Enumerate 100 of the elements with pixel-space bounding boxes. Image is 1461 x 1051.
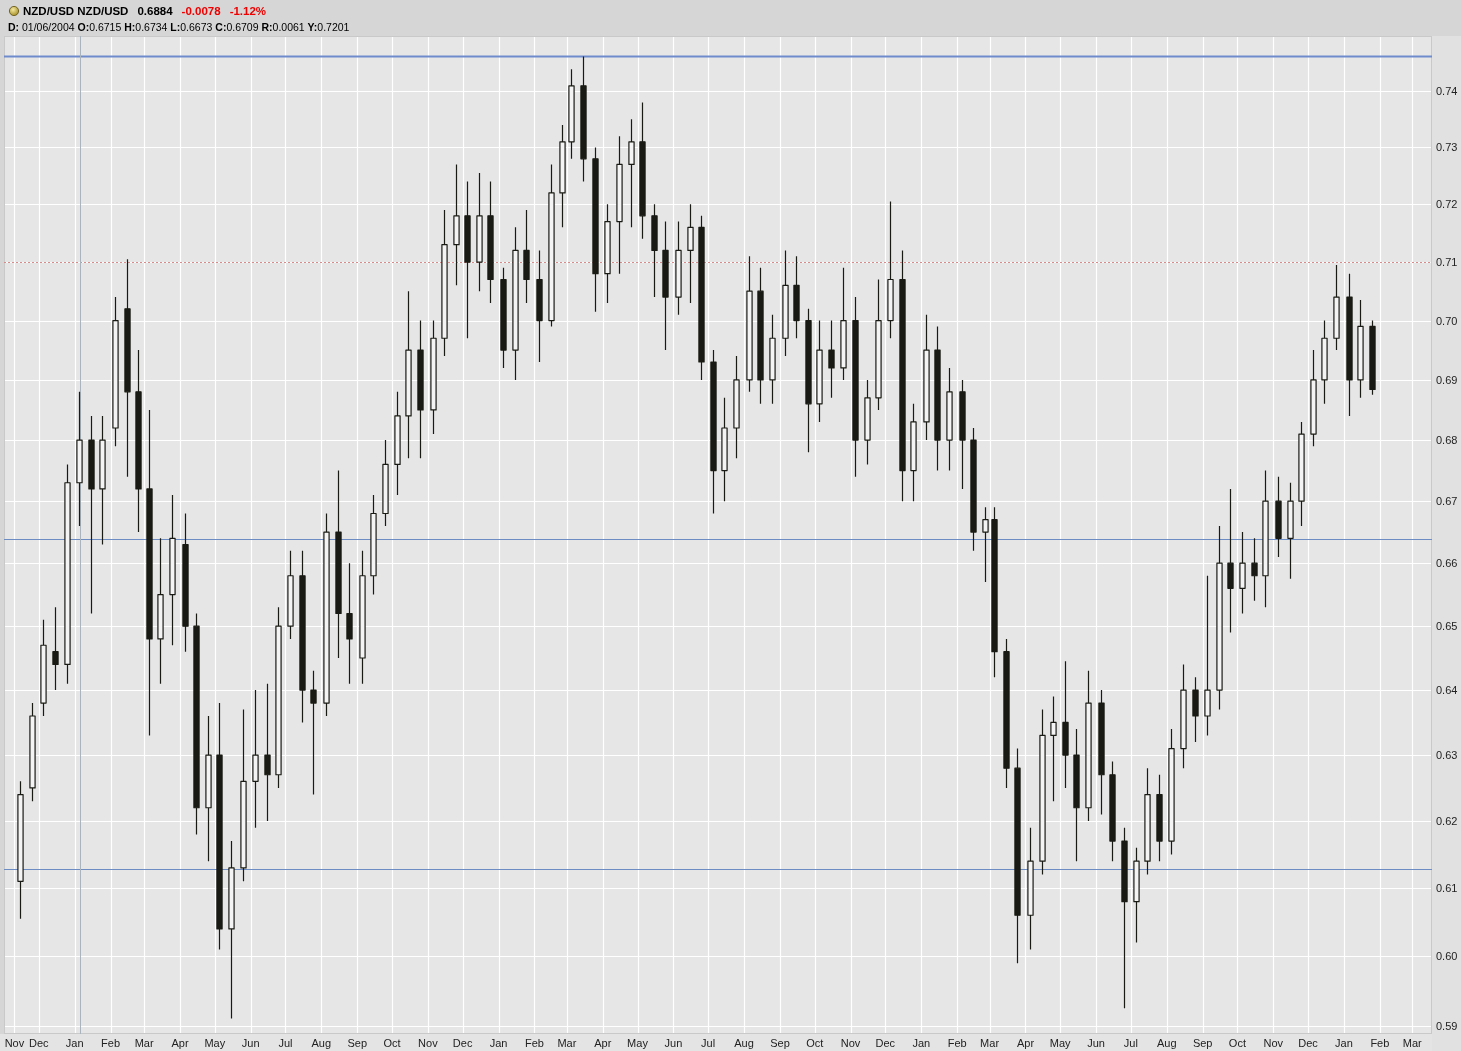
y-tick-label: 0.59	[1436, 1019, 1458, 1032]
candlestick	[146, 409, 153, 737]
candlestick	[698, 215, 705, 381]
candlestick	[662, 220, 669, 351]
candlestick	[1251, 537, 1258, 602]
x-tick-label: Aug	[1156, 1037, 1177, 1049]
y-tick-label: 0.67	[1436, 495, 1458, 508]
y-tick-label: 0.73	[1436, 141, 1458, 154]
candlestick	[310, 670, 317, 796]
candlestick	[487, 180, 494, 304]
candlestick	[346, 562, 353, 685]
candlestick	[805, 308, 812, 453]
candlestick	[1156, 774, 1163, 862]
candlestick	[1109, 761, 1116, 862]
x-tick-label: Sep	[347, 1037, 368, 1049]
candlestick	[1227, 488, 1234, 634]
candlestick	[1192, 676, 1199, 743]
x-tick-label: May	[204, 1037, 226, 1049]
x-tick-label: Apr	[594, 1037, 612, 1049]
y-tick-label: 0.61	[1436, 882, 1458, 895]
candlestick	[135, 349, 142, 533]
x-tick-label: Oct	[383, 1037, 401, 1049]
x-tick-label: Oct	[1228, 1037, 1246, 1049]
candlestick	[193, 612, 200, 835]
y-tick-label: 0.74	[1436, 85, 1458, 98]
candlestick	[970, 427, 977, 552]
x-tick-label: Dec	[875, 1037, 896, 1049]
candlestick	[464, 180, 471, 339]
candlestick	[1275, 476, 1282, 558]
candlestick	[828, 319, 835, 399]
candlestick	[523, 209, 530, 304]
candlestick	[124, 258, 131, 478]
candlestick	[1073, 728, 1080, 862]
y-tick-label: 0.71	[1436, 256, 1458, 269]
candlestick	[1098, 689, 1105, 816]
x-tick-label: Feb	[524, 1037, 544, 1049]
y-tick-label: 0.65	[1436, 620, 1458, 633]
candlestick	[1014, 747, 1021, 964]
x-tick-label: Jun	[241, 1037, 260, 1049]
x-tick-label: Dec	[452, 1037, 473, 1049]
y-tick-label: 0.72	[1436, 198, 1458, 211]
x-tick-label: Jul	[1123, 1037, 1138, 1049]
y-tick-label: 0.64	[1436, 684, 1458, 697]
x-tick-label: Jun	[664, 1037, 683, 1049]
x-tick-label: Jul	[701, 1037, 716, 1049]
candlestick	[1062, 660, 1069, 789]
candlestick	[335, 469, 342, 659]
candlestick	[852, 296, 859, 478]
x-tick-label: Jan	[489, 1037, 508, 1049]
x-tick-label: Nov	[418, 1037, 439, 1049]
x-tick-label: Nov	[840, 1037, 861, 1049]
text: 0.6884	[137, 5, 174, 17]
candlestick	[991, 506, 998, 678]
x-tick-label: Sep	[770, 1037, 790, 1049]
candlestick	[1003, 638, 1010, 789]
candlestick	[1369, 319, 1376, 396]
x-tick-label: Nov	[1263, 1037, 1284, 1049]
x-tick-label: Apr	[171, 1037, 189, 1049]
y-tick-label: 0.63	[1436, 749, 1458, 762]
chart-title: NZD/USD NZD/USD	[23, 5, 129, 17]
candlestick	[299, 550, 306, 724]
x-tick-label: May	[627, 1037, 649, 1049]
candlestick	[757, 267, 764, 405]
candlestick	[793, 255, 800, 339]
candlestick	[264, 683, 271, 822]
candlestick	[216, 702, 223, 951]
x-tick-label: Mar	[134, 1037, 154, 1049]
candlestick	[934, 325, 941, 472]
text: -1.12%	[229, 5, 267, 17]
candlestick	[1346, 273, 1353, 417]
x-tick-label: Jan	[65, 1037, 84, 1049]
text: -0.0078	[181, 5, 222, 17]
y-tick-label: 0.66	[1436, 557, 1458, 570]
candlestick	[417, 319, 424, 459]
x-tick-label: Jul	[278, 1037, 293, 1049]
x-tick-label: Mar	[980, 1037, 1000, 1049]
x-tick-label: Aug	[311, 1037, 332, 1049]
y-tick-label: 0.60	[1436, 950, 1458, 963]
x-tick-label: Dec	[1298, 1037, 1319, 1049]
x-tick-label: Aug	[734, 1037, 754, 1049]
candlestick	[536, 249, 543, 363]
x-tick-label: Apr	[1016, 1037, 1035, 1049]
x-tick-label: Sep	[1192, 1037, 1213, 1049]
candlestick	[959, 379, 966, 490]
x-tick-label: Feb	[101, 1037, 121, 1049]
x-tick-label: Jan	[912, 1037, 931, 1049]
candlestick	[88, 415, 95, 615]
candlestick	[580, 55, 587, 183]
y-tick-label: 0.70	[1436, 314, 1458, 327]
x-tick-label: Feb	[947, 1037, 967, 1049]
x-tick-label: Feb	[1370, 1037, 1390, 1049]
candlestick	[899, 249, 906, 502]
x-tick-label: May	[1049, 1037, 1072, 1049]
candlestick	[182, 512, 189, 653]
candlestick	[651, 203, 658, 298]
text: D: 01/06/2004 O:0.6715 H:0.6734 L:0.6673 C:0.6709 R:0.0061 Y:0.7201	[8, 21, 350, 33]
candlestick	[52, 606, 59, 691]
x-tick-label: Oct	[806, 1037, 824, 1049]
x-tick-label: Mar	[557, 1037, 577, 1049]
candlestick	[500, 267, 507, 369]
